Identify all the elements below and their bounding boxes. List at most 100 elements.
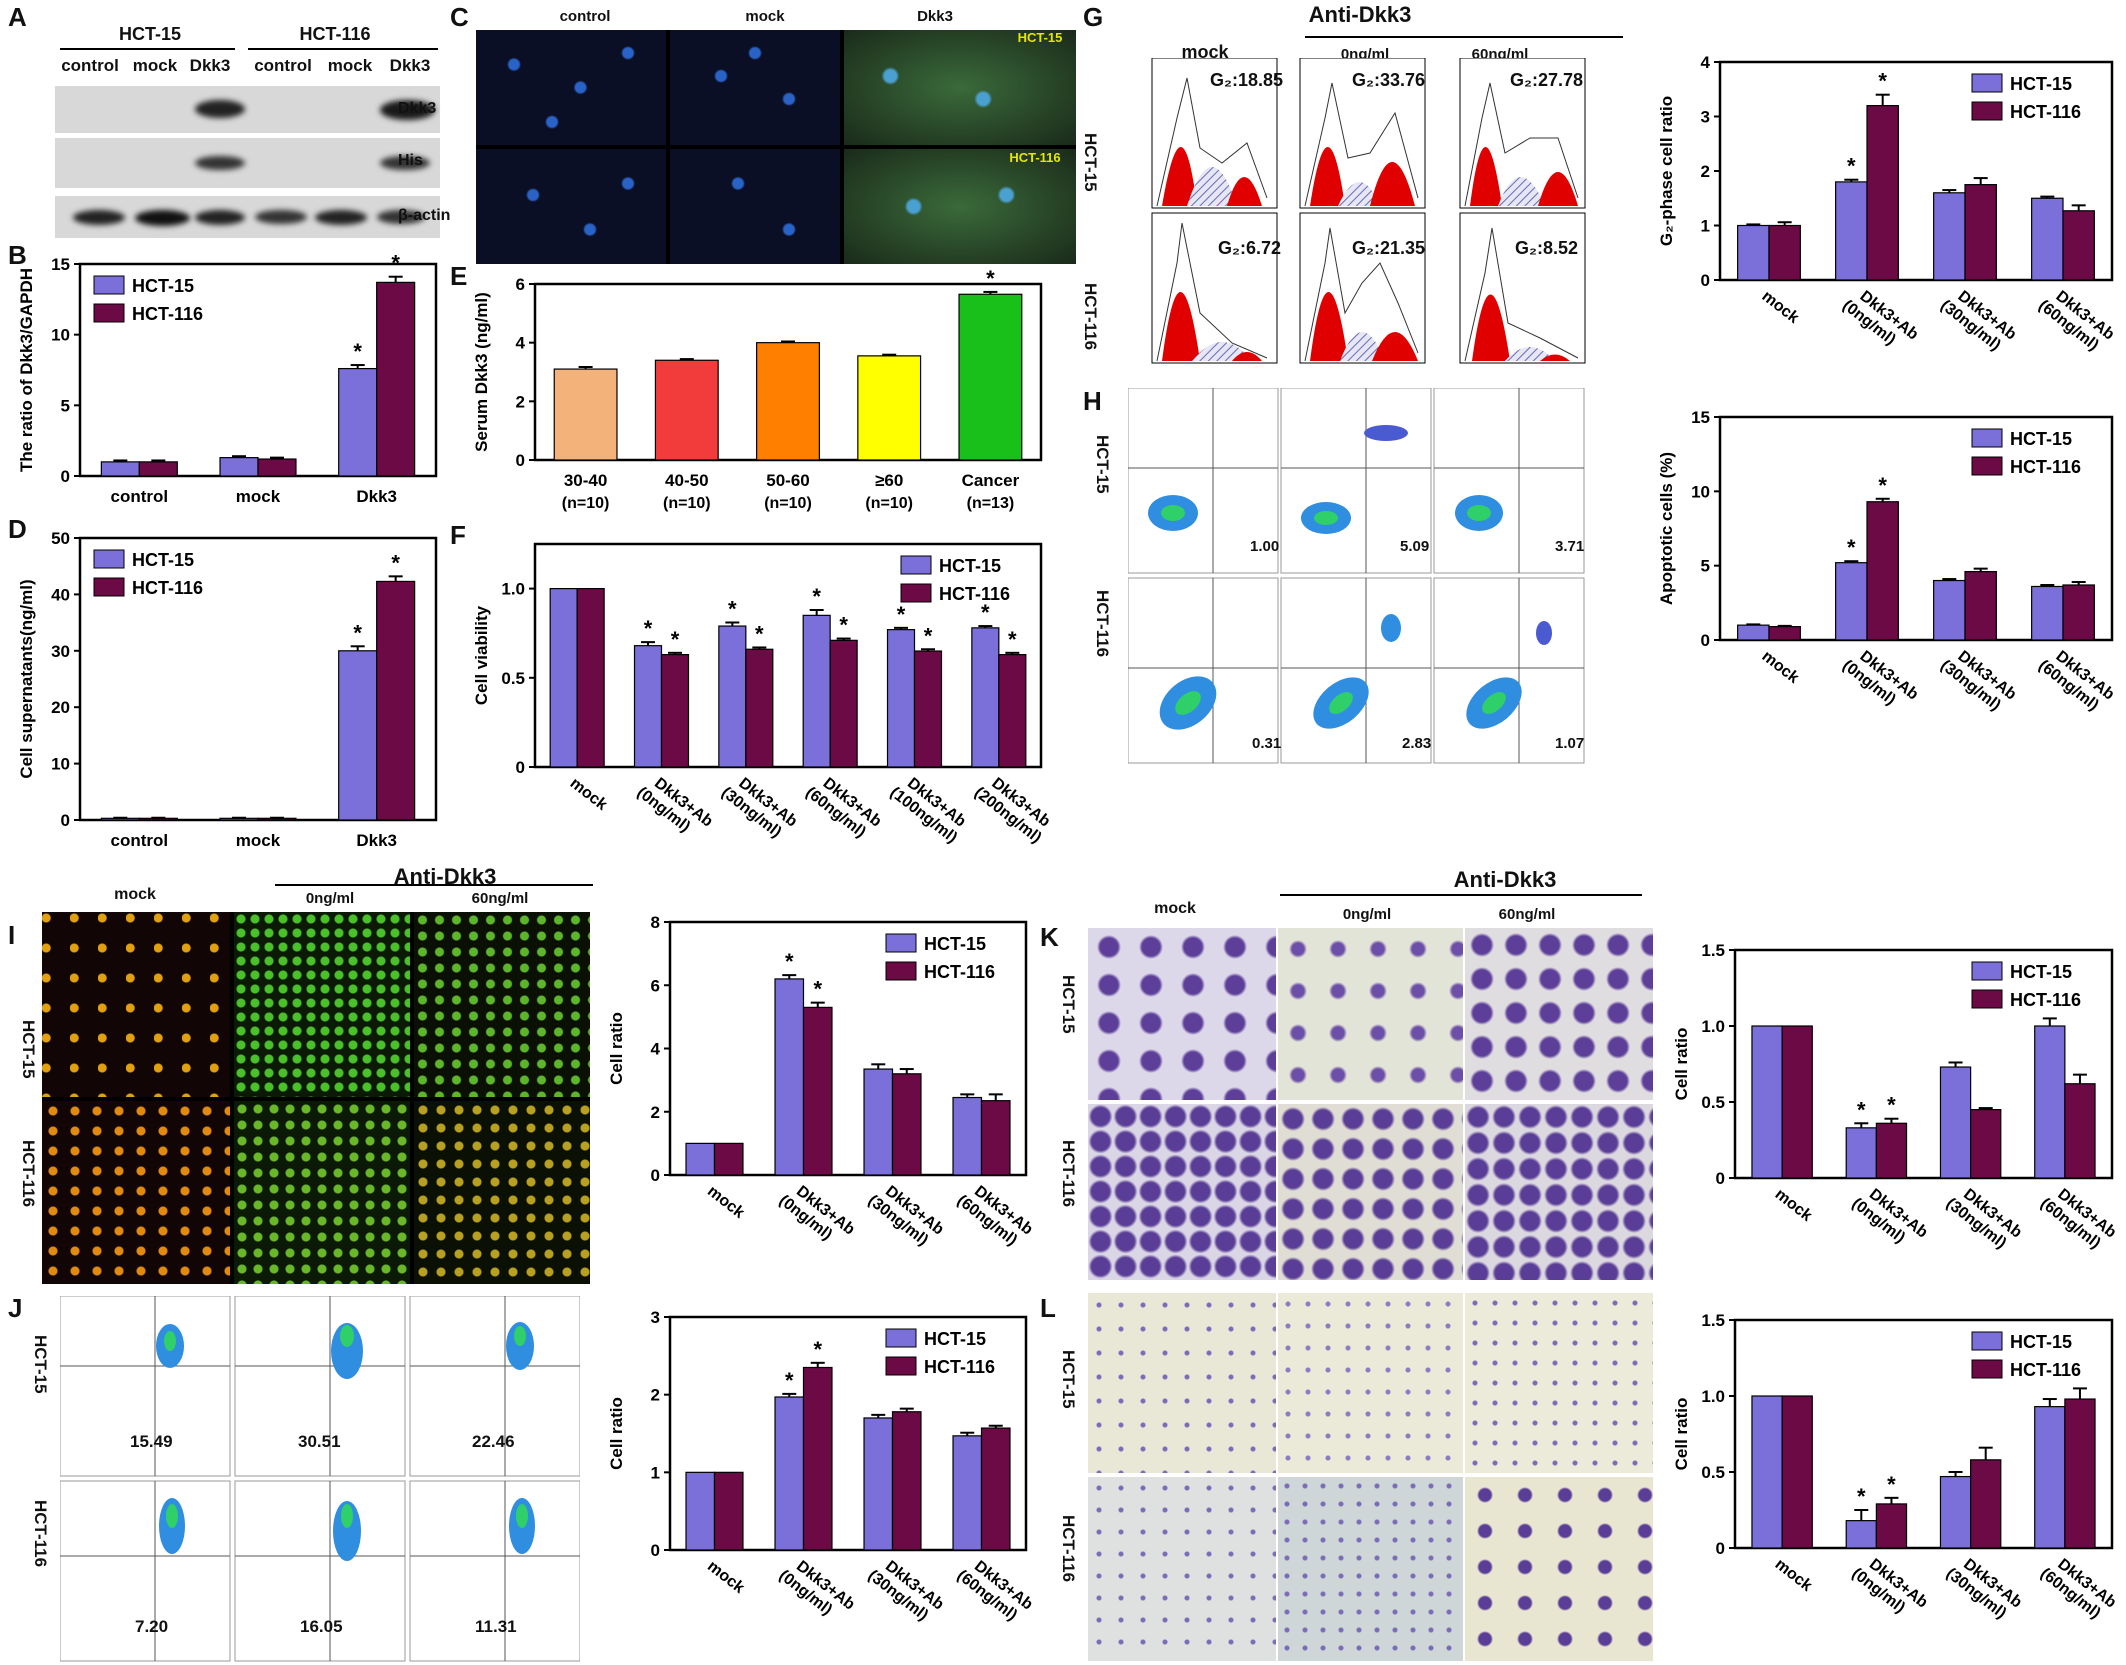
y-tick-label: 2 — [651, 1103, 660, 1122]
bar — [1866, 501, 1899, 641]
bar — [756, 342, 820, 461]
k-col-0: 0ng/ml — [1342, 906, 1392, 923]
lane-3: Dkk3 — [189, 56, 231, 75]
legend-swatch — [900, 583, 932, 603]
panel-label-g: G — [1083, 2, 1104, 32]
x-tick-label: Dkk3+Ab(60ng/ml) — [802, 770, 884, 845]
bar — [685, 1142, 716, 1176]
y-tick-label: 4 — [1701, 53, 1711, 72]
significance-star: * — [1878, 473, 1887, 498]
bar — [1933, 192, 1966, 281]
x-tick-label: Dkk3+Ab(100ng/ml) — [887, 770, 972, 847]
chart-l: 0 0.5 1.0 1.5 Cell ratio mock * * Dkk3+Ab(0ng/ml… — [1672, 1311, 2119, 1622]
panel-label-a: A — [8, 2, 27, 32]
dot-1-2 — [1280, 388, 1432, 574]
chart-k: 0 0.5 1.0 1.5 Cell ratio mock * * Dkk3+Ab(0ng/ml… — [1672, 941, 2119, 1252]
significance-star: * — [1887, 1093, 1896, 1118]
bar — [1835, 181, 1868, 281]
y-axis-label: Cell ratio — [607, 1397, 626, 1470]
bar — [660, 654, 690, 768]
i-anti-line — [275, 884, 593, 886]
plot-frame — [533, 542, 1043, 769]
plot-frame — [1718, 415, 2114, 642]
y-tick-label: 15 — [51, 255, 70, 274]
y-axis-label: Cell ratio — [607, 1012, 626, 1085]
bar — [1781, 1395, 1813, 1549]
j-value-1: 15.49 — [130, 1432, 173, 1451]
bar — [802, 1366, 833, 1551]
significance-star: * — [986, 266, 995, 291]
bar — [1737, 224, 1770, 281]
bar — [138, 461, 178, 477]
y-tick-label: 5 — [61, 396, 70, 415]
j-value-2: 30.51 — [298, 1432, 341, 1451]
panel-label-l: L — [1040, 1293, 1056, 1323]
y-tick-label: 40 — [51, 585, 70, 604]
plot-frame — [1733, 948, 2114, 1180]
c-col-control: control — [559, 8, 611, 25]
x-tick-label: mock — [236, 831, 281, 850]
h-value-2: 5.09 — [1400, 538, 1430, 555]
bar — [1970, 1109, 2002, 1179]
dot-1-3 — [1433, 388, 1585, 574]
legend-swatch — [1971, 1331, 2003, 1351]
bar — [376, 281, 416, 477]
bar — [1768, 626, 1801, 641]
c-col-mock: mock — [745, 8, 785, 25]
y-tick-label: 0 — [1716, 1539, 1725, 1558]
legend-swatch — [885, 1356, 917, 1376]
x-tick-label: Dkk3+Ab(30ng/ml) — [1937, 643, 2019, 718]
bar — [1768, 224, 1801, 281]
significance-star: * — [671, 627, 680, 652]
chart-d: 0 10 20 30 40 50 Cell supernatants(ng/ml) contr… — [17, 529, 438, 850]
hist-2-1 — [1151, 212, 1278, 364]
significance-star: * — [785, 1368, 794, 1393]
chart-b: 0 5 10 15 The ratio of Dkk3/GAPDH control mock… — [17, 251, 438, 506]
x-tick-label: Dkk3+Ab(30ng/ml) — [1937, 283, 2019, 358]
blot-group-hct116: HCT-116 — [299, 24, 371, 44]
bar — [829, 639, 858, 768]
significance-star: * — [644, 616, 653, 641]
y-tick-label: 0 — [651, 1541, 660, 1560]
x-tick-sublabel: (n=13) — [967, 495, 1015, 512]
bar — [2034, 1025, 2066, 1179]
x-tick-line: mock — [704, 1183, 747, 1222]
legend-label: HCT-116 — [2010, 457, 2081, 477]
hist-1-1 — [1151, 58, 1278, 209]
significance-star: * — [1857, 1097, 1866, 1122]
x-tick-label: ≥60 — [875, 471, 903, 490]
x-tick-label: Dkk3+Ab(30ng/ml) — [718, 770, 800, 845]
x-tick-label: mock — [704, 1183, 747, 1222]
y-axis-label: Cell ratio — [1672, 1398, 1691, 1471]
legend-swatch — [1971, 1359, 2003, 1379]
g-anti-title: Anti-Dkk3 — [1308, 2, 1412, 27]
panel-label-e: E — [450, 261, 468, 291]
x-tick-label: Dkk3+Ab(0ng/ml) — [776, 1178, 858, 1253]
bar — [654, 359, 719, 461]
bar — [2031, 197, 2064, 281]
k-col-mock: mock — [1154, 900, 1196, 917]
bar — [2064, 1398, 2096, 1549]
g-value-4: G₂:6.72 — [1218, 238, 1282, 258]
l-row-hct116: HCT-116 — [1059, 1515, 1078, 1583]
x-tick-line: mock — [567, 775, 610, 814]
g-value-2: G₂:33.76 — [1352, 70, 1426, 90]
legend-swatch — [885, 1328, 917, 1348]
x-tick-line: mock — [1772, 1186, 1815, 1225]
panel-label-j: J — [8, 1293, 23, 1323]
legend-swatch — [93, 577, 125, 597]
bar — [863, 1417, 894, 1551]
bar — [376, 580, 416, 821]
bar — [257, 458, 297, 477]
dot-2-1 — [1128, 577, 1279, 764]
bar — [338, 367, 378, 477]
hist-1-2 — [1299, 58, 1426, 209]
y-tick-label: 1.5 — [1701, 1311, 1725, 1330]
legend-swatch — [1971, 428, 2003, 448]
g-value-3: G₂:27.78 — [1510, 70, 1584, 90]
bar — [863, 1068, 894, 1176]
legend-swatch — [1971, 961, 2003, 981]
legend-swatch — [1971, 73, 2003, 93]
x-tick-label: mock — [567, 775, 610, 814]
jdot-1-2 — [234, 1296, 406, 1477]
